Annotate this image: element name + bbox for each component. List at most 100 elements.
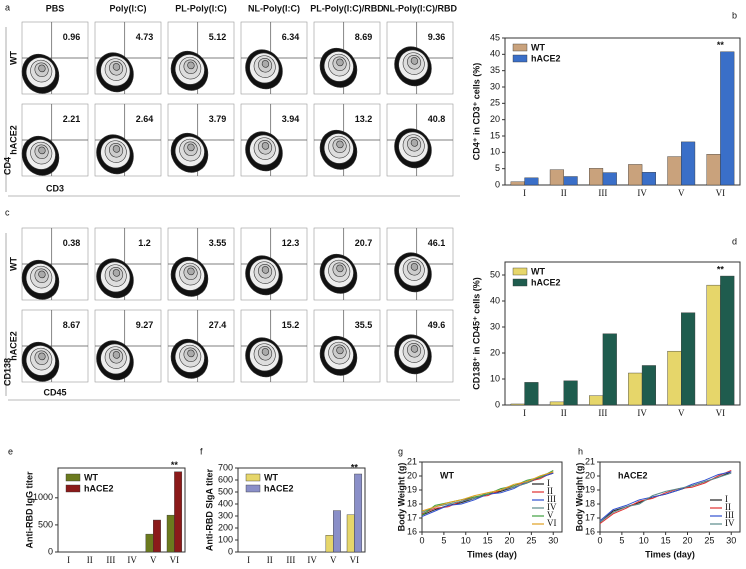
x-tick-label: 10 [461,535,471,545]
x-tick-label: VI [170,555,180,565]
x-axis-label: Times (day) [645,549,695,559]
legend-label: I [725,494,728,504]
panel-letter: e [8,446,13,456]
x-tick-label: II [87,555,93,565]
x-axis-label: Times (day) [467,549,517,559]
legend-label: VI [547,518,557,528]
y-tick-label: 20 [490,114,500,124]
bar [681,312,696,406]
legend-label: III [725,510,734,520]
gate-value: 8.67 [63,320,81,330]
column-title: NL-Poly(I:C) [248,3,300,13]
y-tick-label: 500 [218,486,233,496]
x-tick-label: IV [307,555,317,565]
gate-value: 0.38 [63,238,81,248]
legend-label: IV [725,518,735,528]
x-tick-label: IV [637,188,647,198]
bar [510,403,525,406]
legend-swatch [512,54,528,63]
bar [510,181,525,186]
y-tick-label: 40 [490,295,500,305]
panel-letter: g [398,446,403,456]
bar [706,284,721,406]
series-line [421,471,554,512]
contour [336,58,344,67]
plot-frame [421,461,563,533]
x-tick-label: 0 [419,535,424,545]
x-tick-label: 0 [597,535,602,545]
contour [261,266,270,274]
bar [681,141,696,186]
y-axis-label: Anti-RBD SIgA titer [204,468,214,551]
y-tick-label: 5 [495,163,500,173]
y-tick-label: 100 [218,534,233,544]
y-tick-label: 500 [38,519,53,529]
bar [602,333,617,406]
gate-value: 5.12 [209,32,227,42]
bar [641,172,656,186]
y-tick-label: 10 [490,147,500,157]
series-line [599,472,732,523]
legend-swatch [512,278,528,287]
gate-value: 3.79 [209,114,227,124]
panel-letter: d [732,236,737,246]
y-tick-label: 50 [490,269,500,279]
legend-label: WT [531,266,545,276]
x-tick-label: I [523,188,526,198]
gate-value: 3.94 [282,114,300,124]
legend-label: hACE2 [264,483,294,493]
series-line [599,471,732,522]
bar [667,350,682,406]
contour [38,270,46,279]
x-tick-label: 5 [441,535,446,545]
x-tick-label: 15 [483,535,493,545]
legend-label: I [547,478,550,488]
y-axis-label: Body Weight (g) [574,463,584,532]
column-title: Poly(I:C) [110,3,147,13]
x-tick-label: V [330,555,337,565]
gate-value: 0.96 [63,32,81,42]
bar [563,176,578,186]
bar [667,156,682,186]
contour [187,143,195,152]
x-tick-label: 30 [548,535,558,545]
y-tick-label: 20 [585,470,595,480]
bar [641,365,656,406]
x-tick-label: I [247,555,250,565]
y-tick-label: 700 [218,462,233,472]
x-tick-label: 15 [661,535,671,545]
bar [524,382,539,406]
contour [187,61,195,70]
gate-value: 49.6 [428,320,446,330]
y-axis-label: CD4⁺ in CD3⁺ cells (%) [471,63,481,161]
y-tick-label: 300 [218,510,233,520]
gate-value: 2.21 [63,114,81,124]
bar [524,177,539,186]
bar [720,275,735,406]
panel-letter: f [200,446,203,456]
legend-label: V [547,510,554,520]
panel-letter: b [732,10,737,20]
y-tick-label: 200 [218,522,233,532]
bar [589,395,604,406]
bar [325,535,334,553]
legend-label: WT [264,472,278,482]
bar [153,519,161,553]
x-tick-label: III [598,188,607,198]
legend-label: hACE2 [531,277,561,287]
bar [602,172,617,186]
column-title: NL-Poly(I:C)/RBD [383,3,457,13]
panel-letter: h [578,446,583,456]
x-tick-label: VI [716,408,726,418]
column-title: PL-Poly(I:C)/RBD [310,3,384,13]
significance: ** [717,40,725,50]
x-axis-label: CD45 [43,387,66,397]
x-tick-label: I [67,555,70,565]
y-axis-label: Body Weight (g) [396,463,406,532]
row-label: WT [8,257,18,271]
x-tick-label: 10 [639,535,649,545]
y-tick-label: 19 [585,484,595,494]
x-tick-label: 20 [504,535,514,545]
x-tick-label: II [561,188,567,198]
